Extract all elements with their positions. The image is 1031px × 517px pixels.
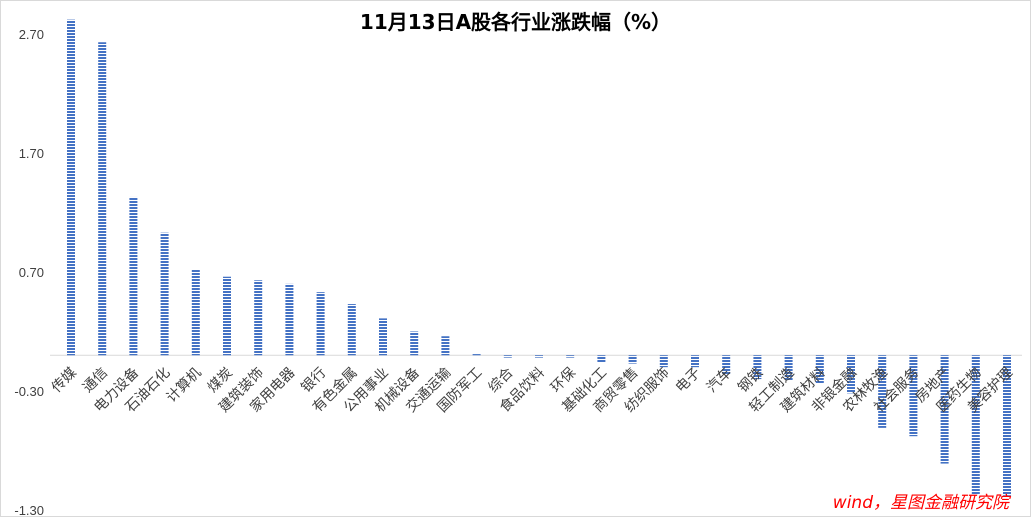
bars [67, 19, 1011, 496]
x-tick-label: 计算机 [164, 365, 205, 406]
y-tick-label: 2.70 [19, 27, 44, 42]
bar [67, 19, 75, 356]
source-note: wind，星图金融研究院 [832, 493, 1009, 513]
bar [441, 336, 450, 356]
bar [285, 283, 294, 356]
y-tick-label: 0.70 [19, 265, 44, 280]
bar [909, 355, 918, 437]
bar [971, 355, 980, 495]
bar [379, 318, 387, 356]
bar [784, 355, 793, 381]
bar [254, 280, 263, 356]
bar [940, 355, 949, 464]
bar [223, 276, 231, 356]
bar [191, 269, 200, 356]
bar [597, 355, 606, 363]
x-tick-label: 汽车 [703, 364, 735, 396]
bar [503, 355, 512, 358]
bar [129, 196, 138, 356]
bar [98, 42, 107, 356]
bar [847, 355, 855, 394]
bar [753, 355, 762, 380]
bar [691, 355, 699, 368]
y-tick-label: -1.30 [14, 503, 44, 517]
bar [535, 355, 543, 358]
x-tick-label: 传媒 [49, 365, 80, 396]
bar [659, 355, 668, 368]
bar [347, 304, 356, 356]
bar [878, 355, 887, 428]
bar [160, 232, 169, 356]
bar [316, 292, 325, 356]
x-tick-label: 电子 [673, 365, 704, 396]
y-tick-label: -0.30 [14, 384, 44, 399]
bar [410, 331, 419, 356]
bar [1003, 355, 1011, 496]
bar [566, 355, 575, 358]
bar [722, 355, 731, 375]
bar [815, 355, 824, 384]
y-tick-label: 1.70 [19, 146, 44, 161]
bar [472, 354, 481, 356]
chart-title: 11月13日A股各行业涨跌幅（%） [359, 10, 672, 34]
bar [628, 355, 637, 364]
